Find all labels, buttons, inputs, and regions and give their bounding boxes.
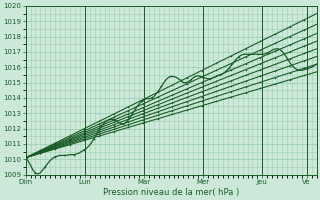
- X-axis label: Pression niveau de la mer( hPa ): Pression niveau de la mer( hPa ): [103, 188, 239, 197]
